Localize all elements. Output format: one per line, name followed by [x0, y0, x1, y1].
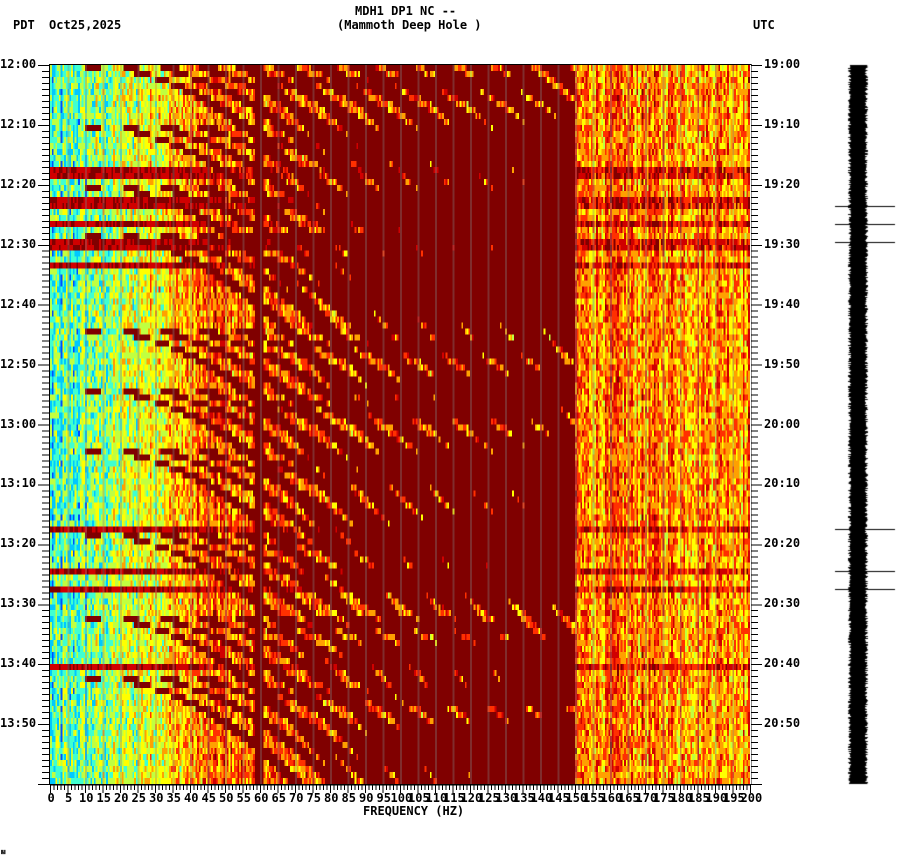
frequency-tick-label: 65	[271, 791, 286, 805]
right-time-label: 20:40	[764, 656, 801, 671]
left-time-label: 12:50	[0, 356, 37, 371]
left-time-label: 12:40	[0, 296, 37, 311]
seismogram-trace	[830, 60, 900, 790]
frequency-tick-label: 5	[65, 791, 73, 805]
frequency-tick-label: 110	[425, 791, 448, 805]
left-timezone: PDT	[13, 18, 35, 32]
frequency-tick-label: 135	[513, 791, 535, 805]
right-time-label: 19:40	[764, 296, 801, 311]
frequency-tick-label: 25	[131, 791, 146, 805]
left-time-label: 13:40	[0, 656, 37, 671]
frequency-tick-label: 75	[306, 791, 321, 805]
frequency-tick-label: 190	[705, 791, 728, 805]
frequency-tick-label: 90	[359, 791, 374, 805]
left-time-label: 13:10	[0, 476, 37, 491]
left-time-label: 12:30	[0, 236, 37, 251]
frequency-tick-label: 155	[583, 791, 605, 805]
right-time-label: 19:50	[764, 356, 801, 371]
frequency-tick-label: 95	[376, 791, 391, 805]
footer-mark: ⩏	[1, 847, 6, 856]
right-time-label: 20:00	[764, 416, 801, 431]
frequency-tick-label: 200	[740, 791, 763, 805]
station-title: MDH1 DP1 NC --	[355, 4, 457, 18]
right-time-label: 19:20	[764, 176, 801, 191]
frequency-tick-label: 185	[688, 791, 710, 805]
frequency-tick-label: 40	[184, 791, 199, 805]
left-time-label: 13:30	[0, 596, 37, 611]
frequency-tick-label: 175	[653, 791, 675, 805]
right-time-label: 19:30	[764, 236, 801, 251]
frequency-tick-label: 35	[166, 791, 181, 805]
right-time-label: 20:10	[764, 476, 801, 491]
frequency-tick-label: 100	[390, 791, 413, 805]
frequency-tick-label: 125	[478, 791, 500, 805]
left-time-label: 12:00	[0, 57, 37, 71]
frequency-tick-label: 20	[114, 791, 129, 805]
left-time-label: 13:50	[0, 716, 37, 731]
frequency-tick-label: 15	[96, 791, 111, 805]
frequency-tick-label: 60	[254, 791, 269, 805]
spectrogram-heatmap	[50, 65, 750, 784]
left-time-label: 12:10	[0, 116, 37, 131]
frequency-tick-label: 50	[219, 791, 234, 805]
right-time-label: 19:10	[764, 116, 801, 131]
frequency-tick-label: 160	[600, 791, 623, 805]
right-time-label: 20:30	[764, 596, 801, 611]
frequency-tick-label: 115	[443, 791, 465, 805]
frequency-tick-label: 180	[670, 791, 693, 805]
frequency-tick-label: 120	[460, 791, 483, 805]
frequency-tick-label: 165	[618, 791, 640, 805]
right-time-label: 20:20	[764, 536, 801, 551]
frequency-tick-label: 170	[635, 791, 658, 805]
frequency-tick-label: 130	[495, 791, 518, 805]
frequency-tick-label: 45	[201, 791, 216, 805]
frequency-tick-label: 145	[548, 791, 570, 805]
frequency-tick-label: 10	[79, 791, 94, 805]
left-time-label: 12:20	[0, 176, 37, 191]
frequency-tick-label: 80	[324, 791, 339, 805]
frequency-tick-label: 55	[236, 791, 251, 805]
x-axis-label: FREQUENCY (HZ)	[363, 804, 465, 818]
left-time-label: 13:20	[0, 536, 37, 551]
frequency-tick-label: 85	[341, 791, 356, 805]
frequency-tick-label: 30	[149, 791, 164, 805]
right-timezone: UTC	[753, 18, 775, 32]
station-subtitle: (Mammoth Deep Hole )	[337, 18, 482, 32]
right-time-label: 20:50	[764, 716, 801, 731]
frequency-tick-label: 140	[530, 791, 553, 805]
chart-date: Oct25,2025	[49, 18, 122, 32]
left-time-label: 13:00	[0, 416, 37, 431]
frequency-tick-label: 105	[408, 791, 430, 805]
frequency-tick-label: 0	[47, 791, 55, 805]
frequency-tick-label: 150	[565, 791, 588, 805]
frequency-tick-label: 70	[289, 791, 304, 805]
frequency-tick-label: 195	[723, 791, 745, 805]
right-time-label: 19:00	[764, 57, 801, 71]
